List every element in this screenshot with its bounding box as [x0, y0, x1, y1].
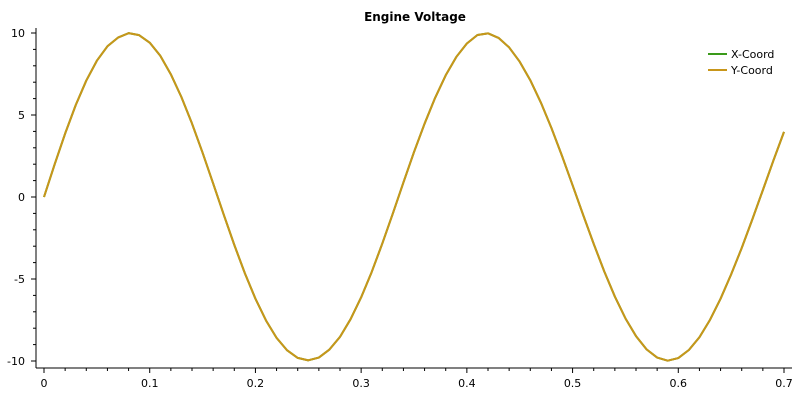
y-tick-label: -10: [7, 355, 25, 368]
x-tick-label: 0.3: [352, 377, 370, 390]
chart-title: Engine Voltage: [364, 10, 466, 24]
y-tick-label: -5: [14, 273, 25, 286]
x-tick-label: 0.7: [775, 377, 793, 390]
legend-label-x-coord: X-Coord: [731, 48, 774, 61]
axes: [35, 28, 792, 369]
x-tick-label: 0.2: [247, 377, 265, 390]
x-tick-label: 0.4: [458, 377, 476, 390]
x-tick-label: 0.6: [670, 377, 688, 390]
legend-label-y-coord: Y-Coord: [730, 64, 773, 77]
series-lines: [43, 32, 785, 362]
series-line-x-coord: [43, 32, 785, 362]
series-line-y-coord: [43, 32, 785, 362]
x-tick-label: 0.1: [141, 377, 159, 390]
y-axis-ticks: -10 -5 0 5 10: [7, 27, 36, 368]
x-axis-ticks: 0 0.1 0.2 0.3 0.4 0.5 0.6 0.7: [41, 368, 793, 390]
x-tick-label: 0: [41, 377, 48, 390]
y-tick-label: 5: [18, 109, 25, 122]
legend: X-Coord Y-Coord: [708, 48, 774, 77]
y-tick-label: 0: [18, 191, 25, 204]
x-tick-label: 0.5: [564, 377, 582, 390]
y-tick-label: 10: [11, 27, 25, 40]
